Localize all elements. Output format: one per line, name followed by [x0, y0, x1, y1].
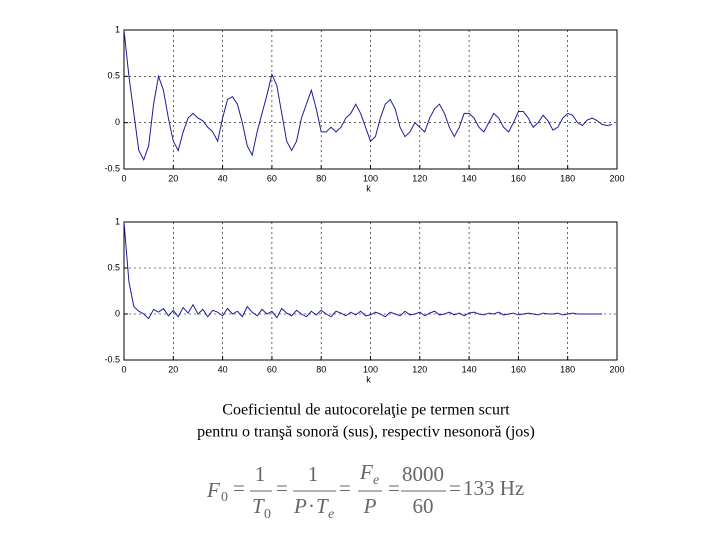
x-tick-label: 160 — [511, 173, 526, 183]
y-tick-label: -0.5 — [104, 163, 120, 173]
x-tick-label: 80 — [316, 364, 326, 374]
x-tick-label: 0 — [121, 173, 126, 183]
x-tick-label: 200 — [609, 173, 624, 183]
formula-eq: = — [449, 476, 461, 500]
formula-eq: = — [388, 476, 400, 500]
x-tick-label: 120 — [412, 364, 427, 374]
caption-line: Coeficientul de autocorelaţie pe termen … — [222, 402, 510, 419]
formula-dot: · — [308, 494, 315, 518]
formula-symbol: P — [363, 494, 377, 518]
formula-result: 133 Hz — [463, 476, 524, 500]
x-tick-label: 180 — [560, 364, 575, 374]
x-tick-label: 20 — [168, 364, 178, 374]
data-line — [123, 29, 613, 161]
x-tick-label: 140 — [462, 364, 477, 374]
data-line — [123, 221, 603, 320]
x-tick-label: 100 — [363, 173, 378, 183]
formula-eq: = — [233, 476, 245, 500]
y-tick-label: 0 — [115, 308, 120, 318]
x-tick-label: 60 — [267, 173, 277, 183]
y-tick-label: 0 — [115, 117, 120, 127]
x-tick-label: 160 — [511, 364, 526, 374]
x-tick-label: 140 — [462, 173, 477, 183]
formula-symbol: T — [316, 494, 329, 518]
formula-eq: = — [276, 476, 288, 500]
formula-symbol: F — [359, 460, 373, 484]
x-tick-label: 40 — [218, 364, 228, 374]
x-tick-label: 40 — [218, 173, 228, 183]
y-tick-label: -0.5 — [104, 354, 120, 364]
formula-sub: e — [373, 473, 379, 488]
x-tick-label: 80 — [316, 173, 326, 183]
formula: F 0 = 1 T 0 = 1 P · T e = F e P = 8000 6… — [206, 460, 524, 522]
x-tick-label: 100 — [363, 364, 378, 374]
formula-den: 60 — [413, 494, 434, 518]
x-axis-label: k — [366, 374, 371, 384]
formula-eq: = — [339, 476, 351, 500]
formula-sub: 0 — [264, 507, 271, 522]
formula-num: 8000 — [402, 462, 444, 486]
y-tick-label: 1 — [115, 216, 120, 226]
x-tick-label: 120 — [412, 173, 427, 183]
y-tick-label: 0.5 — [107, 262, 120, 272]
x-tick-label: 60 — [267, 364, 277, 374]
formula-symbol: F — [206, 478, 220, 502]
formula-symbol: T — [252, 494, 265, 518]
x-tick-label: 180 — [560, 173, 575, 183]
x-tick-label: 20 — [168, 173, 178, 183]
formula-symbol: P — [293, 494, 307, 518]
formula-num: 1 — [308, 462, 319, 486]
x-axis-label: k — [366, 183, 371, 193]
x-tick-label: 200 — [609, 364, 624, 374]
x-tick-label: 0 — [121, 364, 126, 374]
caption-line: pentru o tranşă sonoră (sus), respectiv … — [197, 424, 535, 441]
formula-sub: e — [328, 507, 334, 522]
y-tick-label: 1 — [115, 24, 120, 34]
formula-num: 1 — [255, 462, 266, 486]
y-tick-label: 0.5 — [107, 71, 120, 81]
formula-sub: 0 — [221, 490, 228, 505]
